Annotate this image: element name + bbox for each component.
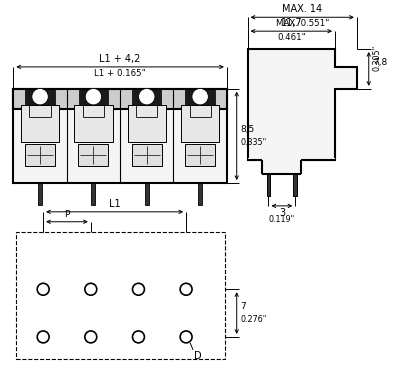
Circle shape xyxy=(180,283,192,295)
Text: 7,8: 7,8 xyxy=(373,58,387,67)
Text: P: P xyxy=(64,210,70,219)
Text: 3: 3 xyxy=(279,208,285,218)
Bar xyxy=(74,105,113,143)
Text: 0.305": 0.305" xyxy=(373,45,382,71)
Circle shape xyxy=(192,88,208,105)
Text: 8,5: 8,5 xyxy=(241,125,255,134)
Circle shape xyxy=(85,88,102,105)
Bar xyxy=(185,144,215,166)
Bar xyxy=(13,89,227,108)
Bar xyxy=(79,89,108,105)
Bar xyxy=(186,89,215,105)
Circle shape xyxy=(32,88,48,105)
Text: L1: L1 xyxy=(109,199,120,209)
Text: L1 + 4,2: L1 + 4,2 xyxy=(100,54,141,64)
Polygon shape xyxy=(248,49,357,160)
Polygon shape xyxy=(248,158,335,174)
Text: 0.335": 0.335" xyxy=(241,138,267,147)
Bar xyxy=(128,105,166,143)
Bar xyxy=(132,144,162,166)
Text: 7: 7 xyxy=(241,302,246,311)
Circle shape xyxy=(132,331,144,343)
Circle shape xyxy=(85,283,97,295)
Circle shape xyxy=(37,283,49,295)
Bar xyxy=(16,232,225,359)
Text: 0.461": 0.461" xyxy=(277,33,306,42)
Text: MAX. 0.551": MAX. 0.551" xyxy=(276,19,329,28)
Bar xyxy=(25,89,55,105)
Circle shape xyxy=(132,283,144,295)
Text: 0.276": 0.276" xyxy=(241,315,267,324)
Text: MAX. 14: MAX. 14 xyxy=(282,4,322,14)
Bar xyxy=(181,105,219,143)
Bar xyxy=(266,174,270,196)
Bar xyxy=(145,183,149,205)
Bar xyxy=(92,183,95,205)
Bar xyxy=(198,183,202,205)
Circle shape xyxy=(180,331,192,343)
Bar xyxy=(132,89,162,105)
Circle shape xyxy=(138,88,155,105)
Text: L1 + 0.165": L1 + 0.165" xyxy=(94,69,146,78)
Bar xyxy=(78,144,108,166)
Bar xyxy=(38,183,42,205)
Text: D: D xyxy=(194,351,202,361)
Bar xyxy=(293,174,297,196)
Text: 0.119": 0.119" xyxy=(269,215,295,224)
Bar xyxy=(25,144,55,166)
Circle shape xyxy=(85,331,97,343)
Bar xyxy=(21,105,59,143)
Bar xyxy=(13,89,227,183)
Text: 11,7: 11,7 xyxy=(280,18,302,28)
Circle shape xyxy=(37,331,49,343)
